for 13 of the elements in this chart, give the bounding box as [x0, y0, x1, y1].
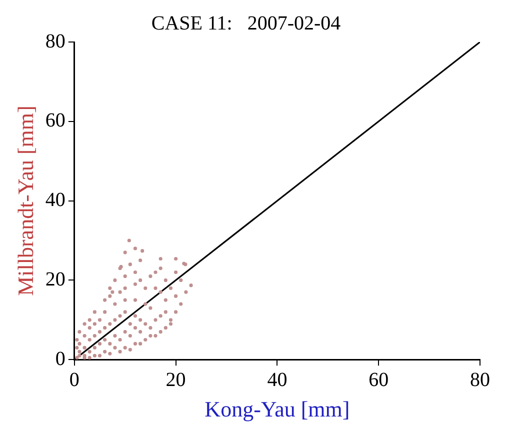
y-tick-label: 80 — [45, 30, 66, 52]
x-axis-title: Kong-Yau [mm] — [204, 396, 350, 422]
x-tick-label: 40 — [267, 368, 288, 391]
x-tick-label: 60 — [368, 368, 389, 391]
chart-title: CASE 11: 2007-02-04 — [151, 12, 341, 34]
x-tick-label: 80 — [470, 368, 490, 391]
x-tick-label: 0 — [69, 368, 80, 391]
x-tick-label: 20 — [166, 368, 186, 391]
y-tick-label: 60 — [45, 110, 66, 132]
y-tick-label: 20 — [45, 268, 66, 290]
y-axis-title: Millbrandt-Yau [mm] — [12, 106, 38, 296]
y-tick-label: 40 — [45, 189, 66, 212]
y-tick-label: 0 — [55, 348, 66, 370]
